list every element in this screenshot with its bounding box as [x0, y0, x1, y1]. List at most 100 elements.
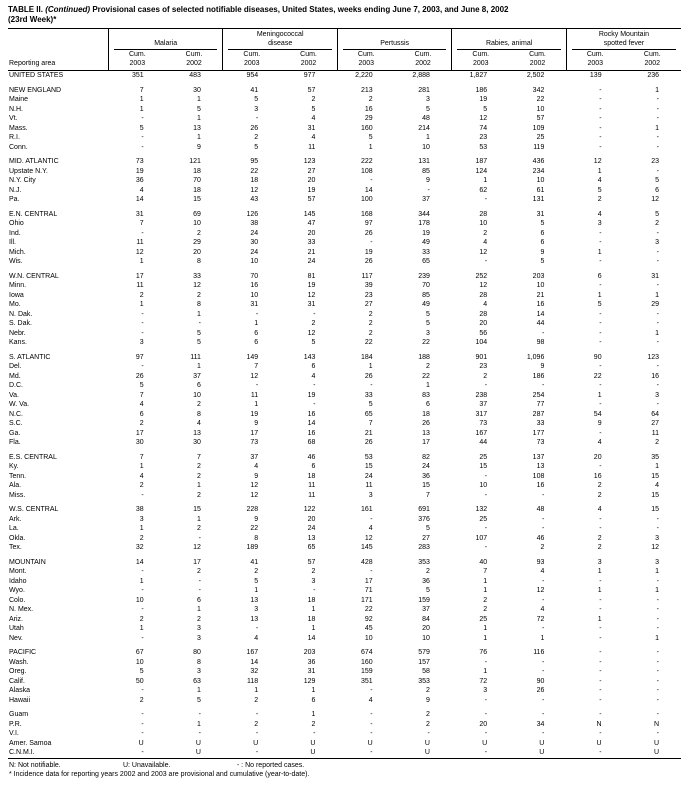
value-cell: -: [542, 577, 545, 585]
value-cell: -: [599, 229, 602, 237]
table-row: Mich. 12 20 24 21 19 33 12 9 1 -: [8, 248, 681, 258]
value-cell: 36: [422, 577, 430, 585]
reporting-area-cell: Pa.: [9, 196, 20, 203]
value-cell: 131: [532, 196, 545, 203]
value-cell: -: [141, 606, 144, 613]
value-cell: 2: [425, 720, 430, 728]
table-row: Ind. -2 24 20 26 19 2 6- -: [8, 229, 681, 239]
value-cell: 1: [483, 577, 488, 585]
reporting-area-cell: Tenn.: [9, 472, 27, 480]
value-cell: 25: [479, 615, 488, 623]
table-row: Amer. Samoa U U U U U U U U U U: [8, 739, 681, 749]
value-cell: 26: [364, 439, 373, 446]
reporting-area-cell: R.I.: [9, 134, 20, 141]
value-cell: 45: [364, 625, 373, 632]
value-cell: -: [656, 282, 659, 289]
value-cell: 3: [597, 558, 602, 566]
value-cell: 13: [193, 429, 201, 437]
value-cell: -: [599, 105, 602, 113]
table-row: Wash. 10 8 14 36 160 157 - - - -: [8, 658, 681, 668]
value-cell: 186: [532, 372, 545, 380]
value-cell: 15: [651, 491, 659, 499]
value-cell: 37: [479, 401, 488, 408]
value-cell: 5: [540, 220, 545, 227]
value-cell: 33: [536, 420, 545, 427]
value-cell: 57: [307, 196, 316, 203]
value-cell: -: [542, 625, 545, 632]
value-cell: 19: [307, 391, 316, 399]
value-cell: 11: [308, 491, 316, 499]
reporting-area-cell: UNITED STATES: [9, 72, 64, 79]
value-cell: -: [484, 544, 488, 551]
value-cell: 3: [655, 534, 659, 542]
value-cell: -: [656, 401, 659, 408]
value-cell: U: [367, 739, 373, 747]
value-cell: 48: [422, 115, 430, 122]
value-cell: 22: [250, 167, 259, 175]
value-cell: U: [424, 749, 430, 756]
column-group-header: Rabies, animal: [451, 28, 567, 50]
table-row: P.R. - 1 2 2 - 2 20 34 N N: [8, 720, 681, 730]
value-cell: N: [596, 720, 602, 728]
value-cell: 160: [360, 124, 373, 132]
value-cell: 53: [364, 453, 373, 461]
value-cell: 1: [311, 625, 316, 632]
column-group-row: Reporting area Malaria Meningococcal dise…: [8, 28, 681, 71]
value-cell: 6: [139, 410, 144, 418]
value-cell: -: [542, 658, 545, 666]
value-cell: -: [599, 329, 602, 337]
value-cell: -: [141, 229, 144, 237]
value-cell: 1: [655, 463, 659, 470]
value-cell: -: [484, 749, 488, 756]
value-cell: U: [596, 739, 602, 747]
value-cell: 203: [532, 272, 545, 280]
value-cell: 674: [360, 649, 373, 656]
table-row: Wis. 1 8 10 24 26 65 - 5 - -: [8, 257, 681, 267]
value-cell: 10: [135, 596, 144, 604]
value-cell: 26: [364, 258, 373, 265]
value-cell: 19: [422, 229, 430, 237]
value-cell: 43: [250, 196, 259, 203]
value-cell: 2: [311, 720, 316, 728]
value-cell: -: [656, 96, 659, 103]
value-cell: 19: [479, 96, 488, 103]
value-cell: 20: [307, 515, 316, 523]
value-cell: 123: [647, 353, 659, 361]
value-cell: -: [656, 339, 659, 346]
reporting-area-cell: Ill.: [9, 239, 16, 246]
column-subheader: Cum. 2002: [394, 50, 452, 71]
value-cell: 1: [197, 687, 201, 694]
reporting-area-cell: Utah: [9, 625, 24, 632]
reporting-area-cell: Ohio: [9, 220, 24, 227]
table-row: D.C. 5 6 - - - 1 - - - -: [8, 381, 681, 391]
reporting-area-cell: Upstate N.Y.: [9, 167, 48, 175]
reporting-area-cell: N. Mex.: [9, 606, 34, 613]
value-cell: 69: [193, 210, 201, 218]
value-cell: 228: [246, 506, 259, 513]
value-cell: 5: [254, 143, 259, 151]
value-cell: -: [656, 167, 659, 175]
value-cell: 30: [135, 439, 144, 446]
value-cell: 10: [250, 258, 259, 265]
value-cell: -: [484, 472, 488, 480]
value-cell: 24: [422, 463, 430, 470]
value-cell: -: [542, 711, 545, 718]
value-cell: 159: [360, 668, 373, 675]
value-cell: -: [141, 711, 144, 718]
value-cell: 20: [422, 625, 430, 632]
value-cell: -: [656, 677, 659, 685]
value-cell: 5: [254, 96, 259, 103]
value-cell: 1: [597, 568, 602, 575]
value-cell: 16: [536, 482, 545, 489]
reporting-area-cell: MID. ATLANTIC: [9, 158, 59, 165]
value-cell: 10: [536, 105, 545, 113]
value-cell: -: [599, 339, 602, 346]
value-cell: 234: [532, 167, 545, 175]
value-cell: 11: [136, 239, 144, 246]
value-cell: 22: [422, 372, 430, 380]
value-cell: 2: [197, 401, 201, 408]
value-cell: -: [313, 730, 316, 737]
value-cell: 5: [425, 105, 430, 113]
value-cell: -: [599, 282, 602, 289]
